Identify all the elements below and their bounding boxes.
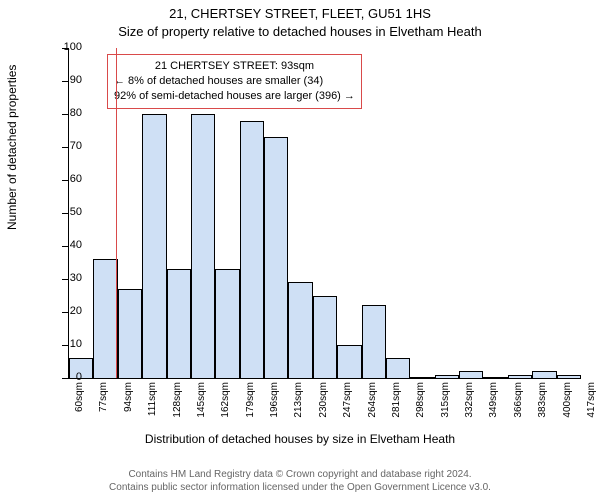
histogram-bar — [167, 269, 191, 378]
x-tick-label: 349sqm — [488, 382, 499, 422]
x-tick-label: 230sqm — [318, 382, 329, 422]
y-tick — [62, 81, 68, 82]
x-tick-label: 60sqm — [74, 382, 85, 422]
histogram-bar — [337, 345, 361, 378]
annotation-box: 21 CHERTSEY STREET: 93sqm ← 8% of detach… — [107, 54, 362, 109]
histogram-bar — [435, 375, 459, 378]
histogram-bar — [532, 371, 556, 378]
x-tick-label: 213sqm — [293, 382, 304, 422]
histogram-bar — [557, 375, 581, 378]
histogram-bar — [508, 375, 532, 378]
y-tick — [62, 246, 68, 247]
y-tick-label: 50 — [52, 206, 82, 218]
chart-title-description: Size of property relative to detached ho… — [0, 24, 600, 39]
x-tick-label: 94sqm — [123, 382, 134, 422]
histogram-bar — [288, 282, 312, 378]
annotation-line-1: 21 CHERTSEY STREET: 93sqm — [114, 59, 355, 74]
x-tick-label: 298sqm — [415, 382, 426, 422]
x-tick-label: 77sqm — [98, 382, 109, 422]
annotation-line-2: ← 8% of detached houses are smaller (34) — [114, 74, 355, 89]
histogram-bar — [459, 371, 483, 378]
y-tick — [62, 345, 68, 346]
x-tick-label: 264sqm — [367, 382, 378, 422]
annotation-line-3: 92% of semi-detached houses are larger (… — [114, 89, 355, 104]
y-tick — [62, 114, 68, 115]
y-tick — [62, 180, 68, 181]
histogram-bar — [313, 296, 337, 379]
y-tick — [62, 378, 68, 379]
x-tick-label: 179sqm — [245, 382, 256, 422]
y-tick-label: 30 — [52, 272, 82, 284]
x-tick-label: 128sqm — [172, 382, 183, 422]
y-tick — [62, 48, 68, 49]
x-tick-label: 281sqm — [391, 382, 402, 422]
plot-area: 21 CHERTSEY STREET: 93sqm ← 8% of detach… — [68, 48, 581, 379]
reference-line — [116, 48, 117, 378]
x-tick-label: 366sqm — [513, 382, 524, 422]
y-tick — [62, 312, 68, 313]
chart-container: { "title_line1": "21, CHERTSEY STREET, F… — [0, 0, 600, 500]
footer-line-1: Contains HM Land Registry data © Crown c… — [0, 468, 600, 481]
histogram-bar — [362, 305, 386, 378]
x-tick-label: 417sqm — [586, 382, 597, 422]
footer-attribution: Contains HM Land Registry data © Crown c… — [0, 468, 600, 494]
y-tick-label: 90 — [52, 74, 82, 86]
y-tick — [62, 279, 68, 280]
histogram-bar — [264, 137, 288, 378]
x-tick-label: 145sqm — [196, 382, 207, 422]
histogram-bar — [142, 114, 166, 378]
x-tick-label: 162sqm — [220, 382, 231, 422]
chart-title-address: 21, CHERTSEY STREET, FLEET, GU51 1HS — [0, 6, 600, 21]
histogram-bar — [118, 289, 142, 378]
x-tick-label: 332sqm — [464, 382, 475, 422]
y-tick — [62, 213, 68, 214]
y-tick-label: 40 — [52, 239, 82, 251]
histogram-bar — [240, 121, 264, 378]
x-tick-label: 383sqm — [537, 382, 548, 422]
y-axis-label: Number of detached properties — [5, 65, 19, 230]
y-tick-label: 70 — [52, 140, 82, 152]
y-tick-label: 100 — [52, 41, 82, 53]
x-tick-label: 196sqm — [269, 382, 280, 422]
histogram-bar — [483, 377, 507, 378]
y-tick-label: 20 — [52, 305, 82, 317]
histogram-bar — [215, 269, 239, 378]
histogram-bar — [93, 259, 117, 378]
x-tick-label: 400sqm — [562, 382, 573, 422]
y-tick-label: 80 — [52, 107, 82, 119]
y-tick — [62, 147, 68, 148]
histogram-bar — [386, 358, 410, 378]
footer-line-2: Contains public sector information licen… — [0, 481, 600, 494]
histogram-bar — [191, 114, 215, 378]
x-tick-label: 111sqm — [147, 382, 158, 422]
x-tick-label: 315sqm — [440, 382, 451, 422]
y-tick-label: 10 — [52, 338, 82, 350]
histogram-bar — [410, 377, 434, 378]
y-tick-label: 60 — [52, 173, 82, 185]
x-tick-label: 247sqm — [342, 382, 353, 422]
x-axis-label: Distribution of detached houses by size … — [0, 432, 600, 446]
